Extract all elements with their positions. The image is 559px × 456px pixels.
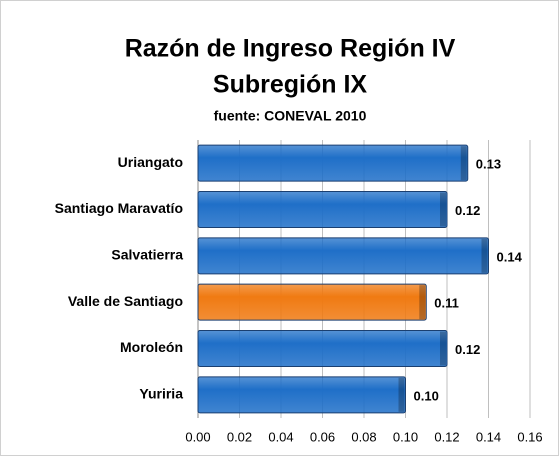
x-tick-label: 0.06: [310, 429, 335, 444]
x-tick-label: 0.08: [351, 429, 376, 444]
x-tick-label: 0.16: [517, 429, 542, 444]
x-tick-label: 0.12: [434, 429, 459, 444]
bar: [197, 144, 469, 182]
bar-shade: [481, 238, 488, 273]
bar-shade: [398, 377, 405, 412]
y-tick-label: Uriangato: [118, 154, 183, 170]
y-tick-label: Salvatierra: [111, 247, 183, 263]
value-label: 0.13: [476, 157, 501, 172]
x-tick-label: 0.00: [185, 429, 210, 444]
y-tick-label: Valle de Santiago: [68, 293, 183, 309]
bar-shade: [440, 331, 446, 366]
x-tick-label: 0.14: [476, 429, 501, 444]
value-label: 0.11: [434, 296, 459, 311]
bar: [197, 237, 489, 275]
x-tick-label: 0.10: [393, 429, 418, 444]
chart-title: Subregión IX: [213, 71, 368, 99]
bar-shade: [419, 285, 426, 320]
bar: [197, 283, 427, 321]
value-label: 0.12: [455, 342, 480, 357]
x-tick-label: 0.04: [268, 429, 293, 444]
bar: [197, 191, 448, 228]
bar-shade: [460, 146, 467, 181]
value-label: 0.12: [455, 203, 480, 218]
x-tick-label: 0.02: [227, 429, 252, 444]
bar-shade: [440, 192, 446, 227]
y-tick-label: Yuriria: [139, 386, 183, 402]
y-tick-label: Moroleón: [120, 339, 183, 355]
chart-title: Razón de Ingreso Región IV: [125, 35, 456, 63]
value-label: 0.10: [414, 388, 439, 403]
bar: [197, 330, 448, 367]
bar: [197, 376, 406, 414]
y-tick-label: Santiago Maravatío: [55, 200, 183, 216]
chart-subtitle: fuente: CONEVAL 2010: [214, 108, 367, 124]
value-label: 0.14: [497, 249, 523, 264]
